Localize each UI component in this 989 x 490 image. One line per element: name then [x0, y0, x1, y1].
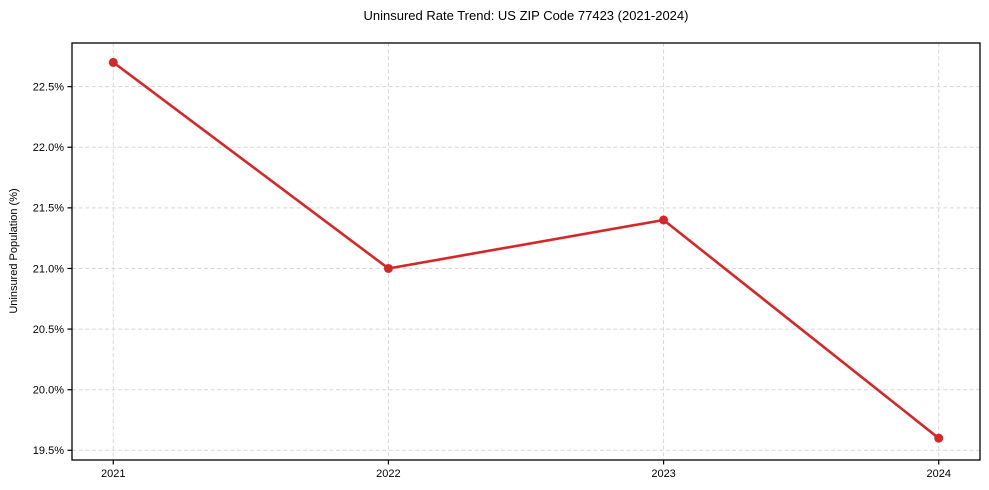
data-point-2023 — [659, 215, 669, 225]
x-tick-label: 2024 — [926, 468, 950, 480]
y-tick-label: 22.0% — [33, 142, 64, 154]
data-point-2022 — [383, 263, 393, 273]
chart-title: Uninsured Rate Trend: US ZIP Code 77423 … — [363, 8, 689, 23]
data-point-2024 — [934, 433, 944, 443]
x-tick-label: 2023 — [651, 468, 675, 480]
trend-line — [111, 61, 941, 440]
x-tick-label: 2021 — [101, 468, 125, 480]
y-tick-label: 22.5% — [33, 81, 64, 93]
y-tick-label: 21.0% — [33, 263, 64, 275]
x-tick-label: 2022 — [376, 468, 400, 480]
plot-frame — [71, 42, 981, 461]
data-point-2021 — [108, 57, 118, 67]
y-tick-label: 20.5% — [33, 324, 64, 336]
y-tick-label: 19.5% — [33, 445, 64, 457]
y-tick-label: 20.0% — [33, 384, 64, 396]
y-tick-label: 21.5% — [33, 203, 64, 215]
